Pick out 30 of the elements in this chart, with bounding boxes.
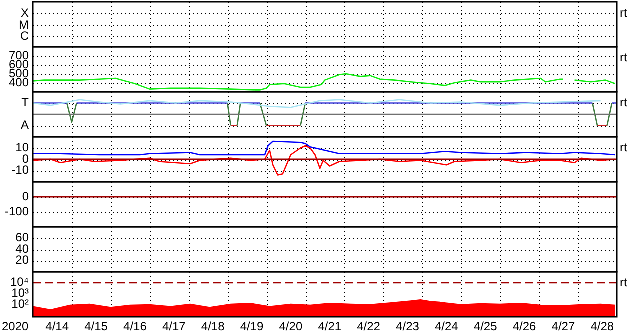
text: rt	[620, 275, 628, 290]
category-label: C	[20, 28, 29, 43]
text: rt	[620, 6, 628, 20]
x-tick-label: 4/16	[124, 319, 148, 334]
category-label: A	[20, 118, 29, 132]
y-tick-label: -10	[12, 163, 30, 178]
x-tick-label: 4/18	[201, 319, 226, 334]
text: rt	[620, 50, 628, 64]
y-tick-label: -100	[4, 204, 30, 218]
x-tick-label: 4/25	[474, 319, 498, 334]
x-axis-title: 2020	[2, 319, 30, 334]
x-tick-label: 4/28	[590, 319, 614, 334]
x-tick-label: 4/14	[46, 319, 70, 334]
category-label: X	[20, 6, 29, 20]
category-label: T	[22, 96, 29, 110]
y-tick-label: 0	[22, 189, 30, 204]
y-tick-label: 20	[16, 253, 30, 268]
x-tick-label: 4/21	[318, 319, 342, 334]
category-label: M	[19, 18, 29, 32]
x-tick-label: 4/15	[84, 319, 108, 334]
x-tick-label: 4/26	[512, 319, 537, 334]
x-tick-label: 4/17	[162, 319, 186, 334]
x-tick-label: 4/20	[279, 319, 303, 334]
x-tick-label: 4/22	[357, 319, 381, 334]
x-tick-label: 4/19	[240, 319, 264, 334]
x-tick-label: 4/27	[552, 319, 576, 334]
x-tick-label: 4/23	[396, 319, 420, 334]
x-tick-label: 4/24	[434, 319, 459, 334]
text: rt	[620, 95, 628, 110]
text: rt	[620, 140, 628, 154]
